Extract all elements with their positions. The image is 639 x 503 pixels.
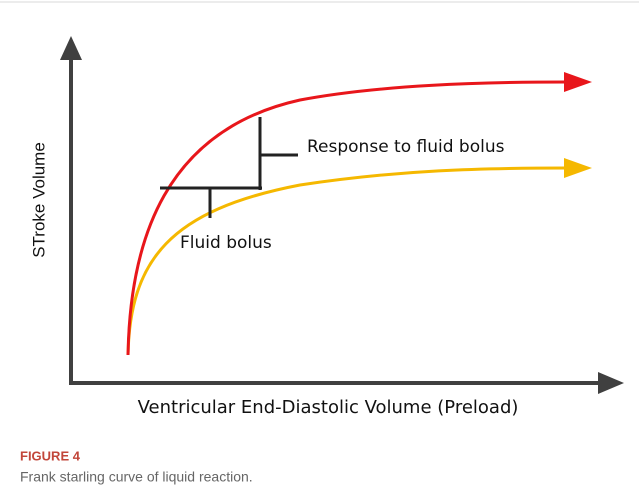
response-curve-arrow bbox=[564, 72, 592, 92]
y-axis-label: STroke Volume bbox=[29, 142, 48, 258]
baseline-curve bbox=[126, 166, 569, 356]
y-axis-arrow bbox=[60, 36, 82, 60]
caption-label: FIGURE 4 bbox=[20, 448, 81, 463]
x-axis-label: Ventricular End-Diastolic Volume (Preloa… bbox=[138, 397, 519, 418]
annotation: Response to fluid bolus bbox=[307, 137, 505, 157]
baseline-curve-arrow bbox=[564, 158, 592, 178]
x-axis-arrow bbox=[598, 372, 624, 394]
caption: Frank starling curve of liquid reaction. bbox=[20, 469, 253, 485]
annotation: Fluid bolus bbox=[180, 233, 272, 253]
response-curve bbox=[126, 80, 569, 356]
